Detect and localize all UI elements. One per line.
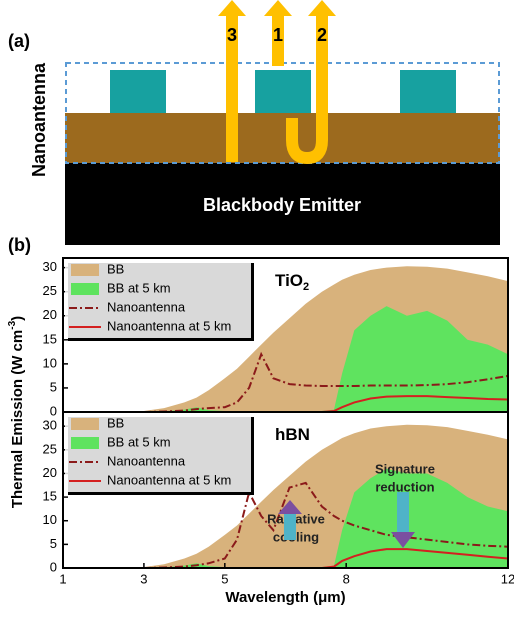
figure: (a) Blackbody Emitter Nanoantenna 3 1 2 … <box>0 0 514 612</box>
arrow-head <box>218 0 246 16</box>
y-tick-label: 20 <box>43 307 57 322</box>
substrate <box>65 113 500 163</box>
x-tick-label: 5 <box>221 571 228 586</box>
legend-swatch <box>71 437 99 449</box>
emitter-label: Blackbody Emitter <box>203 195 361 215</box>
arrow-head <box>308 0 336 16</box>
legend-label: BB <box>107 261 124 276</box>
antenna <box>255 70 311 113</box>
x-tick-label: 8 <box>343 571 350 586</box>
annotation: Signature <box>375 461 435 476</box>
annotation-arrow <box>397 492 409 534</box>
y-tick-label: 5 <box>50 379 57 394</box>
legend-swatch <box>71 418 99 430</box>
legend-label: Nanoantenna <box>107 299 186 314</box>
panel-label: (b) <box>8 235 31 255</box>
arrow-label: 2 <box>317 25 327 45</box>
x-tick-label: 12 <box>501 571 514 586</box>
material-label: hBN <box>275 425 310 444</box>
antenna <box>400 70 456 113</box>
legend-label: BB at 5 km <box>107 280 171 295</box>
y-tick-label: 25 <box>43 441 57 456</box>
annotation: cooling <box>273 529 319 544</box>
antenna <box>110 70 166 113</box>
plot: 0 5 10 15 20 25 30 1 3 5 8 12 Wavelength (μm) BB BB at… <box>43 412 514 606</box>
arrow-label: 3 <box>227 25 237 45</box>
x-axis-label: Wavelength (μm) <box>225 589 345 606</box>
material: hBN <box>275 425 310 444</box>
legend-label: Nanoantenna <box>107 453 186 468</box>
y-axis-label: Thermal Emission (W cm-3) <box>7 316 26 508</box>
y-tick-label: 15 <box>43 331 57 346</box>
material: TiO <box>275 271 303 290</box>
y-tick-label: 0 <box>50 559 57 574</box>
legend-swatch <box>71 283 99 295</box>
y-tick-label: 15 <box>43 489 57 504</box>
y-label: Thermal Emission (W cm <box>9 330 26 508</box>
legend-label: Nanoantenna at 5 km <box>107 318 231 333</box>
y-tick-label: 10 <box>43 512 57 527</box>
y-tick-label: 20 <box>43 465 57 480</box>
legend-label: Nanoantenna at 5 km <box>107 472 231 487</box>
y-label-end: ) <box>9 316 26 321</box>
panel-label: (a) <box>8 31 30 51</box>
plot: 0 5 10 15 20 25 30 BB BB at 5 km Nanoantenna Nanoa… <box>43 258 508 418</box>
legend-swatch <box>71 264 99 276</box>
y-tick-label: 30 <box>43 259 57 274</box>
arrow-label: 1 <box>273 25 283 45</box>
arrow-head <box>264 0 292 16</box>
y-tick-label: 30 <box>43 418 57 433</box>
y-tick-label: 0 <box>50 403 57 418</box>
legend-label: BB <box>107 415 124 430</box>
y-tick-label: 10 <box>43 355 57 370</box>
side-label: Nanoantenna <box>29 62 49 177</box>
y-tick-label: 25 <box>43 283 57 298</box>
legend-label: BB at 5 km <box>107 434 171 449</box>
material-label: TiO2 <box>275 271 309 292</box>
material-sub: 2 <box>303 281 309 293</box>
annotation-arrow <box>284 512 296 540</box>
y-tick-label: 5 <box>50 536 57 551</box>
x-tick-label: 3 <box>140 571 147 586</box>
x-tick-label: 1 <box>59 571 66 586</box>
